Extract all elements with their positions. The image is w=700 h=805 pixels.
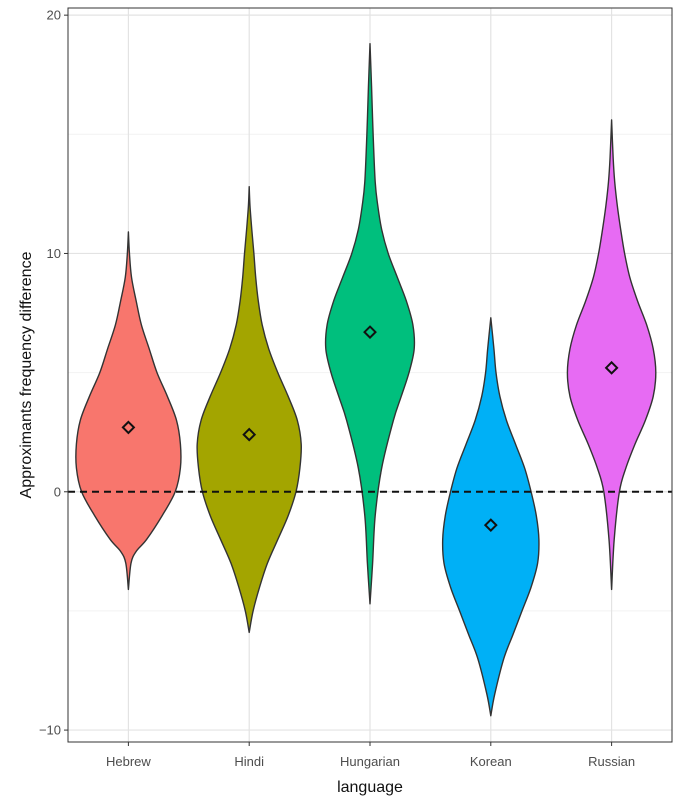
x-axis-title: language <box>337 779 403 796</box>
y-tick-label: 0 <box>54 484 61 499</box>
mean-marker-hebrew <box>121 420 136 435</box>
y-axis-title: Approximants frequency difference <box>18 251 35 498</box>
violin-korean <box>441 317 540 717</box>
violin-layer <box>75 43 657 717</box>
x-tick-label: Russian <box>588 754 635 769</box>
y-tick-label: −10 <box>39 723 61 738</box>
violin-hungarian <box>324 43 416 605</box>
mean-marker-hindi <box>242 427 257 442</box>
axis-layer: −10 0 10 20 Hebrew Hindi Hungarian Korean Russia… <box>39 8 635 769</box>
x-tick-label: Hungarian <box>340 754 400 769</box>
y-tick-label: 20 <box>47 8 61 23</box>
violin-russian <box>566 119 657 591</box>
mean-marker-korean <box>483 518 498 533</box>
mean-marker-russian <box>604 360 619 375</box>
x-tick-label: Hindi <box>234 754 264 769</box>
mean-marker-hungarian <box>363 325 377 340</box>
x-tick-label: Korean <box>470 754 512 769</box>
violin-hindi <box>196 186 303 634</box>
mean-marker-layer <box>121 325 619 533</box>
x-tick-label: Hebrew <box>106 754 151 769</box>
violin-hebrew <box>75 231 182 591</box>
y-tick-label: 10 <box>47 246 61 261</box>
